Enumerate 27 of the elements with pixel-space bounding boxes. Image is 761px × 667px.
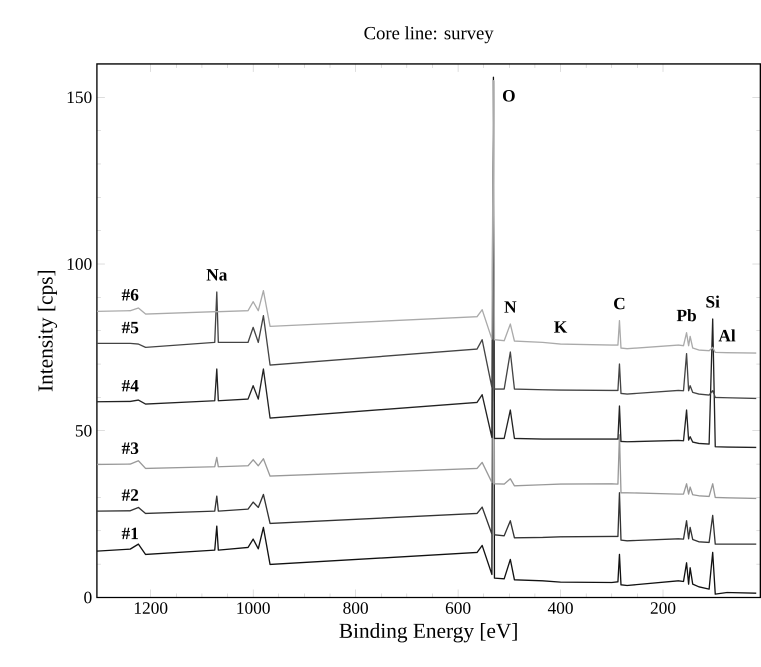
series-label: #6: [122, 288, 138, 300]
x-tick-label: 200: [650, 602, 676, 614]
x-tick-label: 400: [548, 602, 573, 614]
annotation: N: [504, 301, 516, 312]
y-axis-title: Intensity [cps]: [38, 270, 58, 391]
x-tick-label: 600: [446, 602, 470, 614]
annotation: O: [502, 90, 515, 102]
series-label: #5: [122, 322, 138, 334]
annotation: C: [614, 298, 624, 310]
y-tick-label: 0: [84, 591, 92, 604]
y-tick-label: 50: [76, 424, 92, 436]
series-label: #3: [122, 442, 138, 454]
x-tick-label: 800: [343, 602, 368, 614]
y-tick-label: 150: [68, 91, 92, 103]
annotation: Pb: [676, 308, 696, 322]
series-label: #2: [122, 489, 138, 501]
series-label: #4: [122, 380, 139, 392]
x-axis-title: Binding Energy [eV]: [339, 622, 517, 642]
annotation: Na: [206, 268, 228, 280]
y-tick-label: 100: [68, 258, 92, 270]
series-label: #1: [122, 527, 138, 539]
x-tick-label: 1200: [134, 602, 168, 614]
annotation: Al: [718, 329, 736, 342]
chart-title: Core line: survey: [364, 26, 494, 44]
annotation: K: [554, 321, 568, 332]
annotation: Si: [706, 295, 720, 308]
x-tick-label: 1000: [237, 602, 270, 614]
